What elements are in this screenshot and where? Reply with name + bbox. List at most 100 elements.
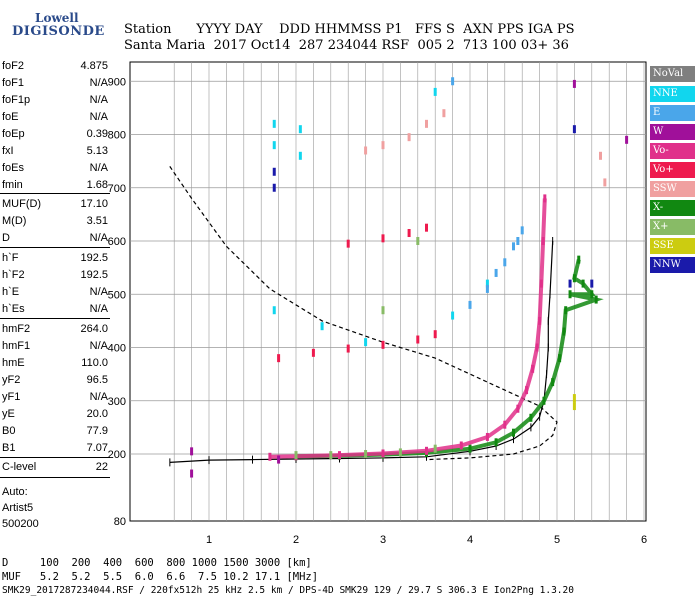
x-tick-label: 5	[554, 534, 560, 546]
param-name: hmF1	[2, 340, 31, 352]
echo-point	[320, 322, 324, 331]
param-value: 96.5	[86, 374, 108, 386]
y-tick-label: 800	[108, 130, 126, 142]
param-value: 110.0	[81, 357, 108, 369]
echo-point	[346, 239, 350, 248]
param-name: h`F2	[2, 269, 25, 281]
echo-point	[433, 87, 437, 96]
echo-point	[272, 167, 276, 176]
echo-trace	[295, 259, 604, 459]
divider	[0, 193, 110, 194]
param-value: N/A	[89, 77, 108, 89]
echo-point	[277, 455, 281, 464]
echo-point	[364, 146, 368, 155]
echo-point	[485, 279, 489, 288]
param-row: B0 77.9	[2, 425, 108, 438]
param-name: foEp	[2, 128, 25, 140]
echo-point	[442, 109, 446, 118]
clevel-row: C-level 22	[2, 461, 108, 474]
param-row: h`F2 192.5	[2, 269, 108, 282]
echo-point	[381, 234, 385, 243]
echo-point	[568, 279, 572, 288]
x-tick-label: 2	[293, 534, 299, 546]
clevel-name: C-level	[2, 461, 37, 473]
echo-point	[294, 451, 298, 460]
y-tick-label: 500	[108, 289, 126, 301]
echo-point	[298, 125, 302, 134]
echo-point	[572, 402, 576, 411]
profile-curve	[169, 240, 554, 463]
param-value: N/A	[89, 162, 108, 174]
echo-point	[485, 284, 489, 293]
param-row: foF1 N/A	[2, 77, 108, 90]
param-name: h`E	[2, 286, 20, 298]
param-value: 264.0	[80, 323, 108, 335]
y-tick-label: 400	[108, 343, 126, 355]
echo-point	[520, 226, 524, 235]
echo-point	[298, 151, 302, 160]
param-name: yE	[2, 408, 15, 420]
echo-point	[425, 223, 428, 232]
param-value: N/A	[89, 111, 108, 123]
clevel-value: 22	[95, 461, 108, 473]
y-tick-label: 900	[108, 76, 126, 88]
param-value: 192.5	[80, 252, 108, 264]
auto-code: 500200	[2, 518, 39, 530]
echo-point	[272, 306, 276, 315]
legend-item: SSW	[650, 181, 695, 197]
echo-point	[572, 394, 576, 403]
echo-point	[494, 268, 498, 277]
echo-point	[433, 330, 437, 339]
param-value: N/A	[89, 391, 108, 403]
echo-point	[346, 344, 350, 353]
legend-item: X+	[650, 219, 695, 235]
param-row: foEs N/A	[2, 162, 108, 175]
echo-point	[599, 151, 602, 160]
echo-point	[381, 340, 385, 349]
auto-artist: Artist5	[2, 502, 34, 514]
param-value: N/A	[89, 340, 108, 352]
param-value: N/A	[89, 303, 108, 315]
param-name: B1	[2, 442, 16, 454]
echo-point	[468, 300, 472, 309]
echo-point	[625, 135, 629, 144]
param-value: 192.5	[80, 269, 108, 281]
param-value: 1.68	[86, 179, 108, 191]
echo-trace	[269, 198, 547, 459]
param-name: hmE	[2, 357, 25, 369]
echo-point	[272, 141, 276, 150]
param-value: 7.07	[86, 442, 108, 454]
param-value: 4.875	[80, 60, 108, 72]
param-name: h`F	[2, 252, 19, 264]
param-row: hmF2 264.0	[2, 323, 108, 336]
param-value: 17.10	[80, 198, 108, 210]
param-name: fxI	[2, 145, 14, 157]
param-name: D	[2, 232, 10, 244]
param-name: fmin	[2, 179, 23, 191]
echo-point	[272, 183, 276, 192]
param-value: N/A	[89, 286, 108, 298]
echo-point	[416, 335, 420, 344]
param-row: yE 20.0	[2, 408, 108, 421]
echo-point	[503, 258, 507, 267]
echo-point	[433, 444, 437, 453]
param-name: B0	[2, 425, 16, 437]
echo-point	[190, 469, 194, 478]
param-name: hmF2	[2, 323, 31, 335]
echo-point	[590, 279, 594, 288]
echo-point	[398, 448, 402, 457]
param-row: MUF(D) 17.10	[2, 198, 108, 211]
legend-item: NNW	[650, 257, 695, 273]
param-name: foF1p	[2, 94, 31, 106]
y-tick-label: 600	[108, 236, 126, 248]
legend-item: X-	[650, 200, 695, 216]
echo-point	[516, 237, 520, 245]
legend-item: NNE	[650, 86, 695, 102]
param-row: D N/A	[2, 232, 108, 245]
echo-point	[572, 125, 576, 134]
echo-point	[572, 79, 576, 88]
param-name: foE	[2, 111, 19, 123]
model-curve	[169, 166, 558, 461]
param-row: hmF1 N/A	[2, 340, 108, 353]
auto-label: Auto:	[2, 486, 28, 498]
